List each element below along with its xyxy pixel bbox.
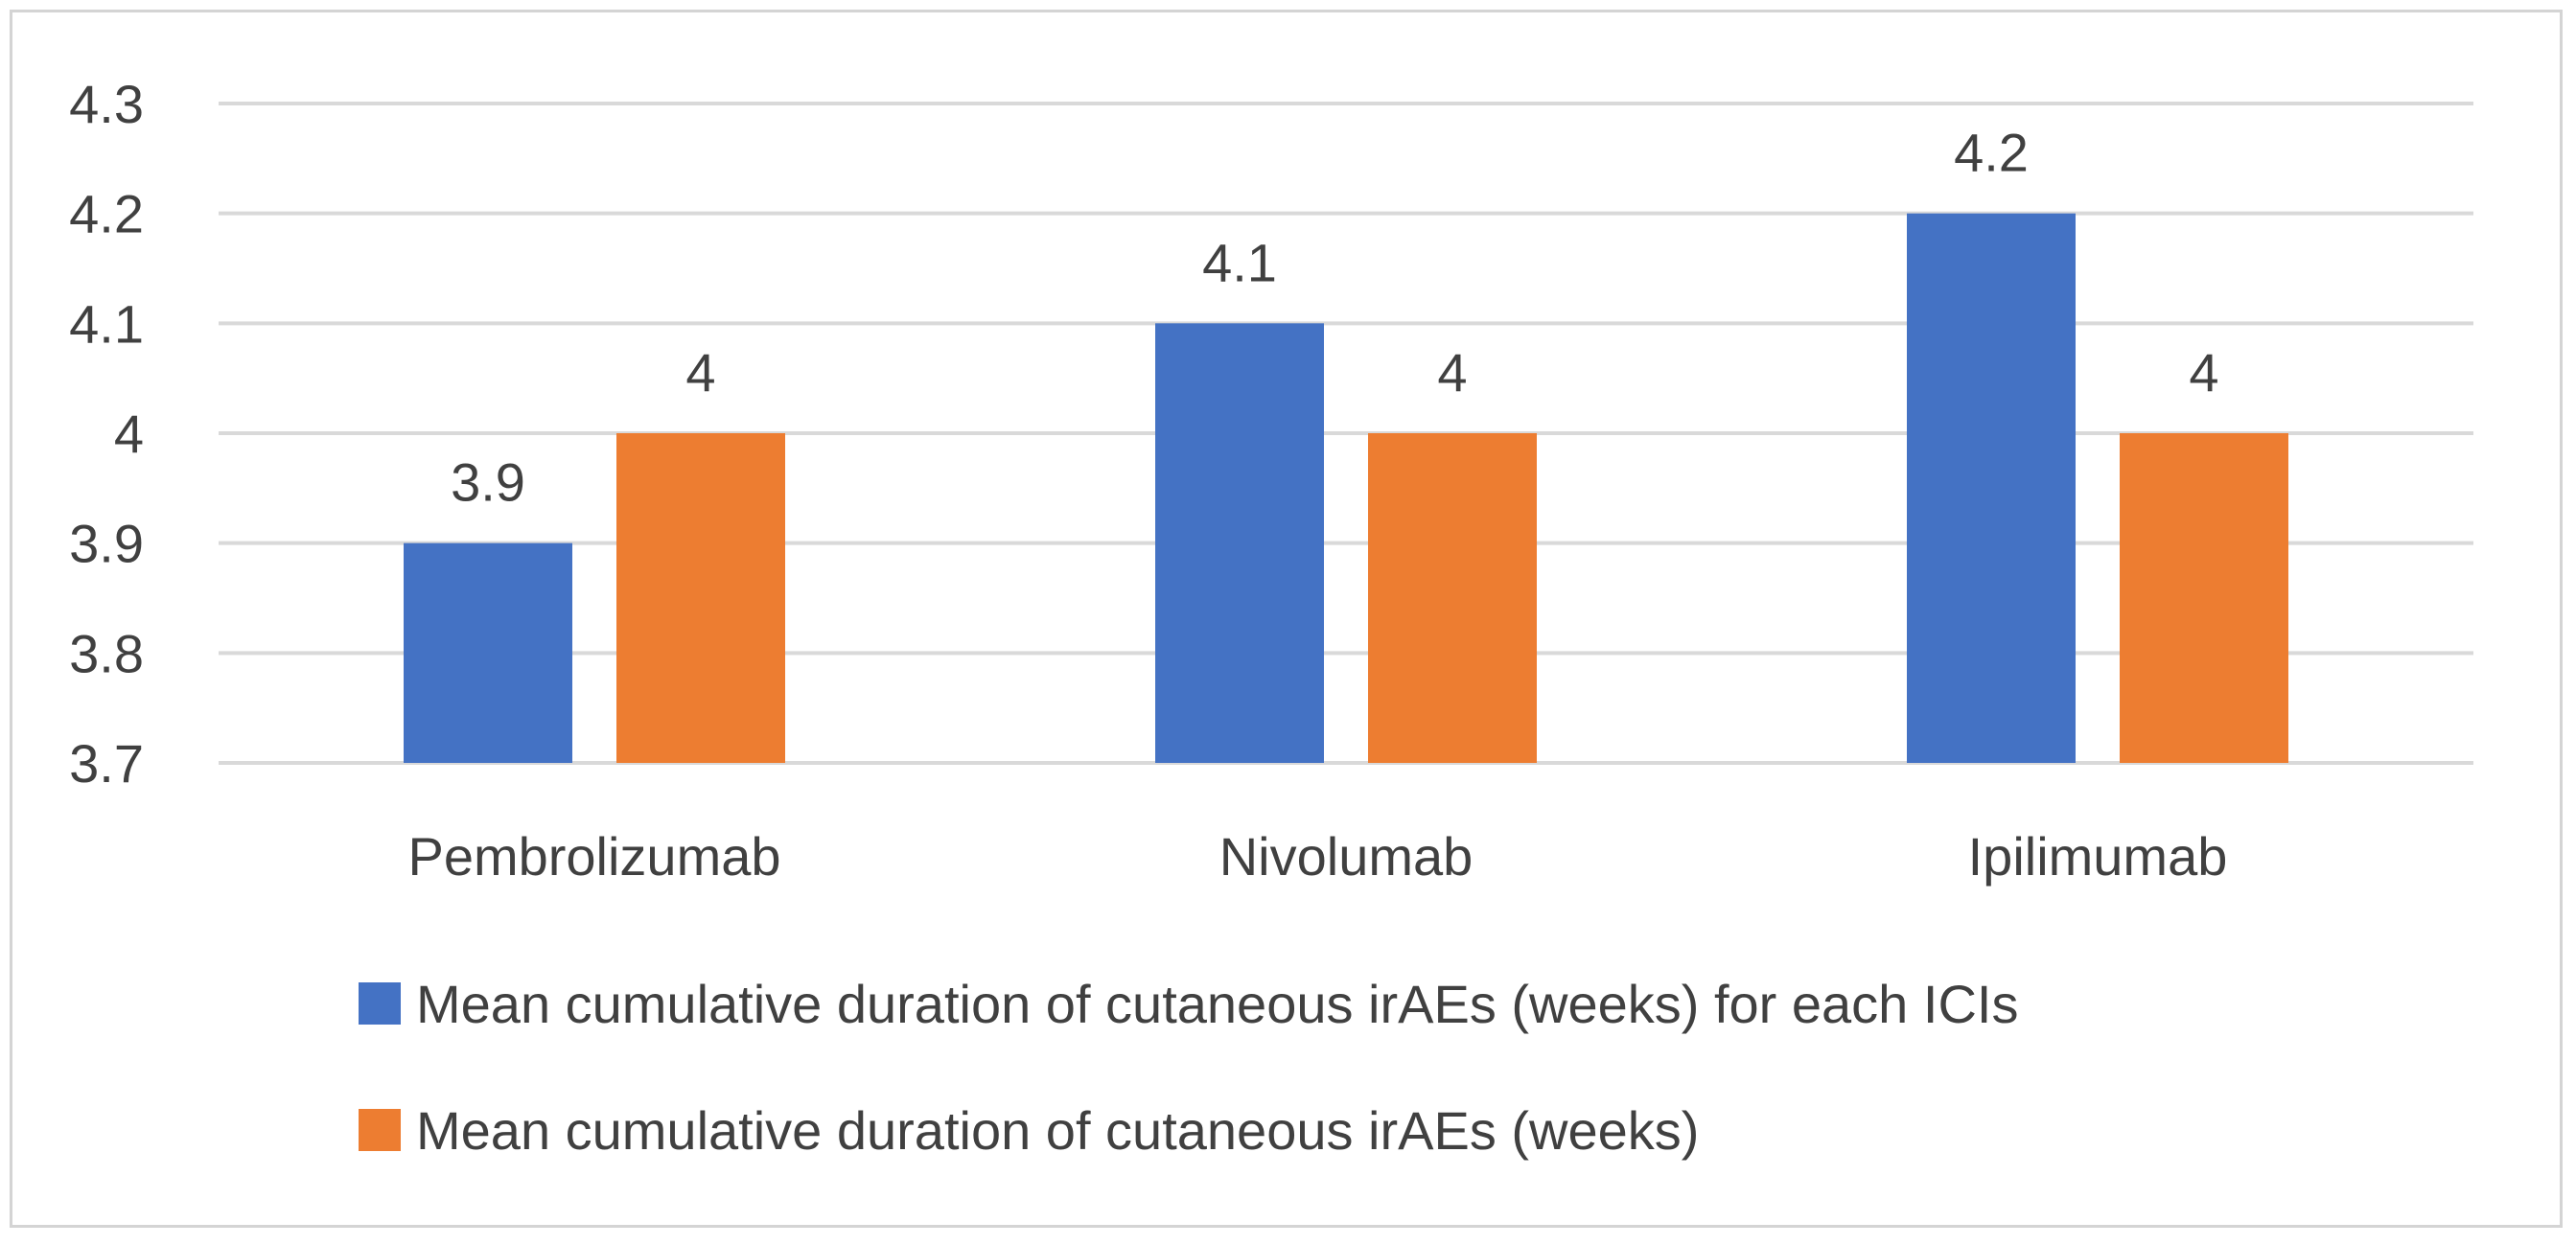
- bar-nivolumab-series-1: [1155, 323, 1324, 763]
- data-label: 4.1: [1202, 232, 1277, 292]
- y-tick-label: 4.3: [69, 74, 144, 134]
- bars: [404, 213, 2288, 763]
- data-label: 4: [2189, 342, 2218, 403]
- y-tick-label: 3.7: [69, 733, 144, 794]
- data-label: 4: [685, 342, 715, 403]
- bar-ipilimumab-series-2: [2120, 433, 2288, 763]
- legend-label: Mean cumulative duration of cutaneous ir…: [416, 1100, 1699, 1161]
- y-axis-ticks: 3.7 3.8 3.9 4 4.1 4.2 4.3: [69, 74, 144, 794]
- y-tick-label: 4.2: [69, 184, 144, 244]
- bar-pembrolizumab-series-2: [616, 433, 785, 763]
- gridlines: [219, 102, 2473, 765]
- bar-ipilimumab-series-1: [1907, 213, 2076, 763]
- x-category-label: Pembrolizumab: [407, 826, 780, 887]
- x-category-label: Ipilimumab: [1968, 826, 2228, 887]
- y-tick-label: 3.9: [69, 514, 144, 574]
- legend-swatch: [359, 982, 401, 1025]
- bar-nivolumab-series-2: [1368, 433, 1537, 763]
- legend-swatch: [359, 1109, 401, 1151]
- y-tick-label: 3.8: [69, 623, 144, 683]
- y-tick-label: 4: [114, 403, 144, 464]
- data-label: 4: [1437, 342, 1467, 403]
- data-labels: 3.9 4 4.1 4 4.2 4: [451, 123, 2219, 513]
- data-label: 3.9: [451, 452, 525, 513]
- data-label: 4.2: [1954, 123, 2029, 183]
- y-tick-label: 4.1: [69, 293, 144, 354]
- x-category-label: Nivolumab: [1219, 826, 1474, 887]
- legend-label: Mean cumulative duration of cutaneous ir…: [416, 974, 2018, 1034]
- x-axis-categories: Pembrolizumab Nivolumab Ipilimumab: [407, 826, 2227, 887]
- bar-pembrolizumab-series-1: [404, 542, 572, 763]
- legend: Mean cumulative duration of cutaneous ir…: [359, 974, 2018, 1161]
